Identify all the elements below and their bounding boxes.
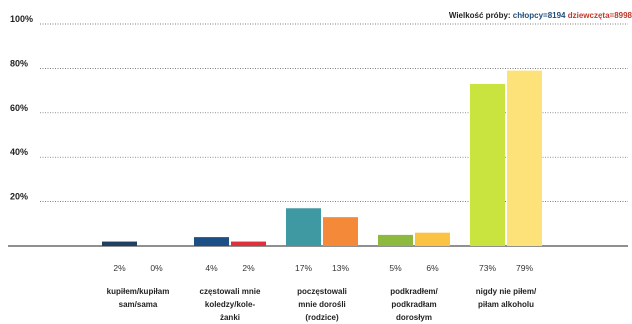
bar-value-label: 6% [426, 263, 439, 273]
bar-boys [470, 83, 505, 246]
bar-value-label: 79% [516, 263, 533, 273]
category-label: sam/sama [119, 300, 158, 309]
sample-size-note: Wielkość próby: chłopcy=8194 dziewczęta=… [449, 11, 632, 20]
category-label: koledzy/kole- [205, 300, 256, 309]
y-tick-label: 60% [10, 103, 28, 113]
bar-boys [102, 241, 137, 246]
y-tick-label: 80% [10, 58, 28, 68]
category-label: częstowali mnie [200, 287, 261, 296]
bar-girls [415, 232, 450, 246]
y-tick-label: 40% [10, 147, 28, 157]
sample-size-label: Wielkość próby: [448, 11, 511, 20]
bar-value-label: 2% [113, 263, 126, 273]
category-label: żanki [220, 313, 240, 322]
bar-girls [323, 217, 358, 246]
category-label: nigdy nie piłem/ [476, 287, 537, 296]
bar-value-label: 0% [150, 263, 163, 273]
bar-value-label: 2% [242, 263, 255, 273]
bar-boys [378, 234, 413, 246]
bar-girls [507, 70, 542, 247]
sample-size-boys: chłopcy=8194 [512, 11, 566, 20]
bar-boys [286, 208, 321, 246]
bar-value-label: 5% [389, 263, 402, 273]
bar-boys [194, 237, 229, 246]
category-label: podkradłem/ [390, 287, 438, 296]
bar-value-label: 17% [295, 263, 312, 273]
category-label: kupiłem/kupiłam [107, 287, 170, 296]
bar-value-label: 13% [332, 263, 349, 273]
category-label: (rodzice) [305, 313, 339, 322]
bar-value-label: 73% [479, 263, 496, 273]
bar-girls [231, 241, 266, 246]
category-label: poczęstowali [297, 287, 347, 296]
category-label: piłam alkoholu [478, 300, 534, 309]
y-tick-label: 20% [10, 192, 28, 202]
sample-size-girls: dziewczęta=8998 [567, 11, 632, 20]
category-label: mnie dorośli [298, 300, 346, 309]
y-tick-label: 100% [10, 14, 33, 24]
category-label: dorosłym [396, 313, 432, 322]
bar-value-label: 4% [205, 263, 218, 273]
category-label: podkradłam [391, 300, 436, 309]
